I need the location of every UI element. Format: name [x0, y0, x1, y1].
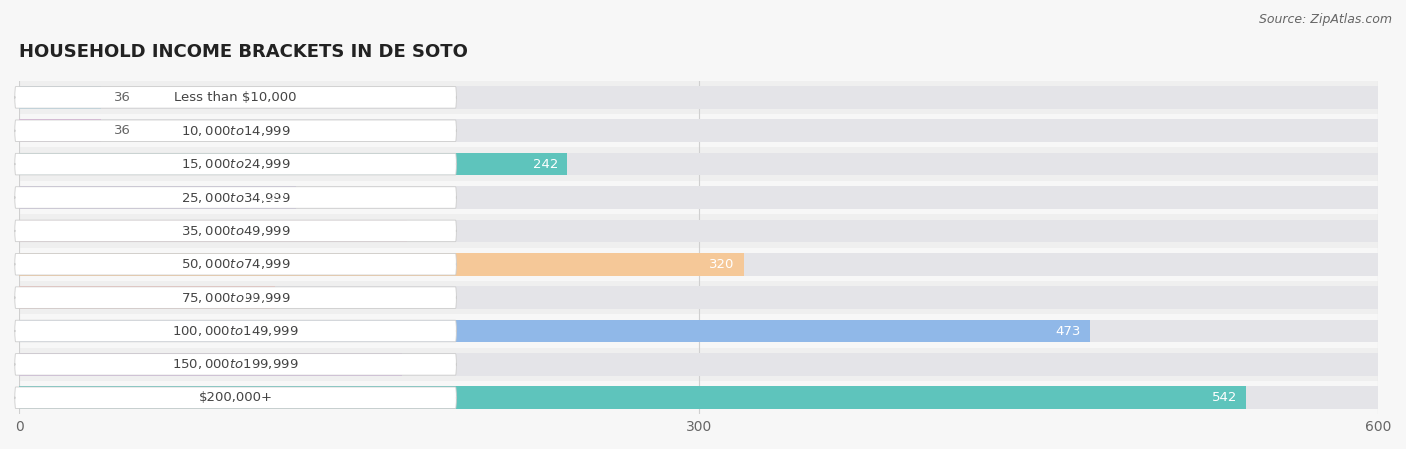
Text: 320: 320	[710, 258, 735, 271]
Text: $50,000 to $74,999: $50,000 to $74,999	[181, 257, 291, 271]
Bar	[20, 320, 1090, 342]
Bar	[20, 286, 1378, 309]
FancyBboxPatch shape	[15, 87, 457, 108]
Bar	[20, 353, 1378, 376]
Text: 169: 169	[368, 358, 392, 371]
Text: $35,000 to $49,999: $35,000 to $49,999	[181, 224, 291, 238]
Bar	[20, 181, 1378, 214]
Text: 542: 542	[1212, 391, 1237, 404]
FancyBboxPatch shape	[15, 354, 457, 375]
Bar	[20, 381, 1378, 414]
Bar	[20, 387, 1247, 409]
Bar	[20, 86, 101, 109]
Bar	[20, 253, 1378, 276]
Text: $25,000 to $34,999: $25,000 to $34,999	[181, 190, 291, 204]
FancyBboxPatch shape	[15, 154, 457, 175]
Text: 473: 473	[1056, 325, 1081, 338]
Bar	[20, 119, 101, 142]
Bar	[20, 314, 1378, 348]
Bar	[20, 81, 1378, 114]
Text: 113: 113	[240, 291, 266, 304]
Bar	[20, 286, 276, 309]
Bar	[20, 281, 1378, 314]
Bar	[20, 387, 1378, 409]
Text: $10,000 to $14,999: $10,000 to $14,999	[181, 124, 291, 138]
Text: 171: 171	[373, 224, 398, 238]
Bar	[20, 86, 1378, 109]
Text: $200,000+: $200,000+	[198, 391, 273, 404]
FancyBboxPatch shape	[15, 220, 457, 242]
FancyBboxPatch shape	[15, 187, 457, 208]
Text: 36: 36	[114, 91, 131, 104]
FancyBboxPatch shape	[15, 387, 457, 409]
Text: $75,000 to $99,999: $75,000 to $99,999	[181, 291, 291, 304]
Bar	[20, 253, 744, 276]
FancyBboxPatch shape	[15, 320, 457, 342]
FancyBboxPatch shape	[15, 120, 457, 141]
Text: 36: 36	[114, 124, 131, 137]
Bar	[20, 348, 1378, 381]
Text: HOUSEHOLD INCOME BRACKETS IN DE SOTO: HOUSEHOLD INCOME BRACKETS IN DE SOTO	[20, 43, 468, 61]
Bar	[20, 353, 402, 376]
FancyBboxPatch shape	[15, 254, 457, 275]
Bar	[20, 220, 406, 242]
Text: 242: 242	[533, 158, 558, 171]
Bar	[20, 153, 1378, 176]
Text: $15,000 to $24,999: $15,000 to $24,999	[181, 157, 291, 171]
Bar	[20, 247, 1378, 281]
Text: $150,000 to $199,999: $150,000 to $199,999	[173, 357, 299, 371]
Bar	[20, 114, 1378, 147]
Text: $100,000 to $149,999: $100,000 to $149,999	[173, 324, 299, 338]
FancyBboxPatch shape	[15, 287, 457, 308]
Text: Source: ZipAtlas.com: Source: ZipAtlas.com	[1258, 13, 1392, 26]
Bar	[20, 186, 295, 209]
Bar	[20, 220, 1378, 242]
Text: Less than $10,000: Less than $10,000	[174, 91, 297, 104]
Bar	[20, 320, 1378, 342]
Bar	[20, 186, 1378, 209]
Text: 122: 122	[262, 191, 287, 204]
Bar	[20, 119, 1378, 142]
Bar	[20, 153, 567, 176]
Bar	[20, 214, 1378, 247]
Bar	[20, 147, 1378, 181]
